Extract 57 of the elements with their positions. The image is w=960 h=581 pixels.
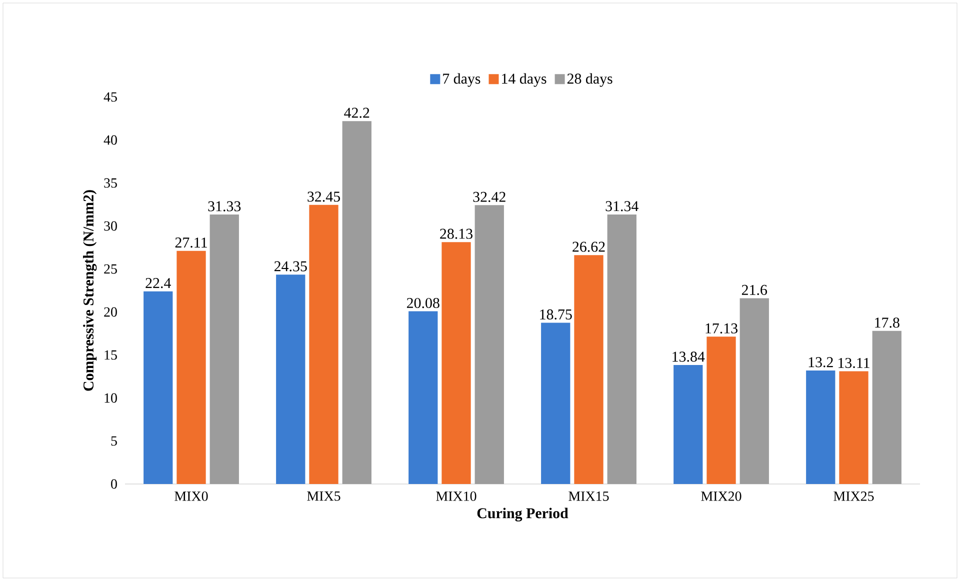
data-label: 22.4	[146, 278, 171, 288]
bar	[872, 330, 902, 484]
bar	[276, 274, 306, 484]
data-label: 42.2	[344, 108, 370, 118]
data-label: 32.45	[308, 192, 340, 202]
bar	[309, 204, 338, 484]
x-tick-label: MIX25	[834, 492, 874, 501]
y-tick-label: 10	[104, 393, 117, 403]
y-tick-label: 5	[111, 436, 117, 446]
data-label: 26.62	[572, 242, 605, 252]
y-tick-label: 45	[104, 92, 117, 102]
data-label: 24.35	[274, 261, 307, 272]
bar	[144, 291, 173, 484]
bar	[740, 298, 769, 484]
y-tick-label: 0	[111, 479, 117, 489]
legend-label: 14 days	[502, 73, 546, 87]
legend-label: 28 days	[567, 73, 612, 87]
bar	[674, 364, 703, 484]
bar	[541, 322, 570, 484]
x-tick-label: MIX10	[436, 492, 476, 501]
y-tick-label: 40	[104, 135, 117, 145]
y-axis-title: Compressive Strength (N/mm2)	[83, 190, 97, 391]
data-label: 21.6	[742, 284, 768, 296]
bar	[839, 371, 868, 484]
data-label: 13.84	[672, 352, 705, 362]
bar	[210, 214, 239, 484]
x-tick-label: MIX15	[568, 492, 609, 501]
y-tick-label: 20	[104, 307, 117, 317]
bar	[176, 250, 206, 484]
bar	[442, 242, 471, 484]
data-label: 31.34	[606, 201, 638, 212]
x-axis-title: Curing Period	[477, 508, 568, 522]
bar	[706, 336, 736, 484]
data-label: 18.75	[540, 309, 572, 320]
y-tick-label: 15	[104, 350, 117, 360]
y-tick-label: 30	[104, 221, 117, 231]
bar	[607, 214, 636, 484]
bar	[474, 205, 504, 484]
y-tick-label: 35	[104, 178, 117, 188]
data-label: 20.08	[406, 298, 440, 308]
bar	[408, 311, 438, 484]
data-label: 17.8	[875, 318, 900, 328]
y-tick-label: 25	[104, 264, 117, 274]
data-label: 17.13	[706, 323, 738, 334]
x-tick-label: MIX0	[174, 492, 208, 501]
bar	[806, 370, 836, 484]
x-tick-label: MIX20	[701, 492, 742, 501]
data-label: 27.11	[175, 238, 207, 248]
data-label: 13.11	[838, 358, 870, 368]
data-label: 13.2	[808, 357, 833, 368]
bar	[574, 255, 604, 484]
legend-label: 7 days	[443, 73, 480, 87]
bar	[342, 121, 372, 484]
x-tick-label: MIX5	[307, 492, 340, 501]
data-label: 31.33	[208, 201, 241, 212]
data-label: 28.13	[440, 228, 472, 239]
data-label: 32.42	[473, 192, 506, 202]
